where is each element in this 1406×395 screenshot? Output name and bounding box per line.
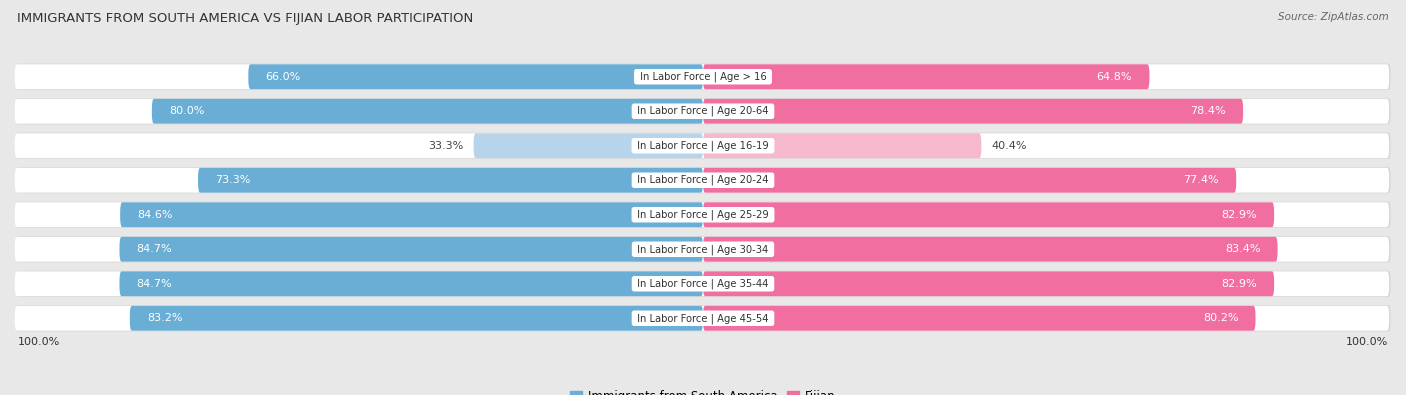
FancyBboxPatch shape [703,306,1256,331]
Text: 78.4%: 78.4% [1191,106,1226,116]
Legend: Immigrants from South America, Fijian: Immigrants from South America, Fijian [565,385,841,395]
Text: 77.4%: 77.4% [1184,175,1219,185]
FancyBboxPatch shape [15,133,1391,159]
Text: In Labor Force | Age 45-54: In Labor Force | Age 45-54 [634,313,772,324]
FancyBboxPatch shape [14,237,1389,261]
FancyBboxPatch shape [15,98,1391,124]
Text: 64.8%: 64.8% [1097,72,1132,82]
Text: In Labor Force | Age 20-64: In Labor Force | Age 20-64 [634,106,772,117]
FancyBboxPatch shape [15,64,1391,90]
FancyBboxPatch shape [120,271,703,296]
FancyBboxPatch shape [703,202,1274,227]
FancyBboxPatch shape [120,202,703,227]
FancyBboxPatch shape [249,64,703,89]
Text: 33.3%: 33.3% [427,141,463,151]
Text: 66.0%: 66.0% [266,72,301,82]
FancyBboxPatch shape [14,202,1389,227]
FancyBboxPatch shape [198,168,703,193]
Text: In Labor Force | Age 16-19: In Labor Force | Age 16-19 [634,141,772,151]
FancyBboxPatch shape [703,271,1274,296]
Text: In Labor Force | Age 20-24: In Labor Force | Age 20-24 [634,175,772,186]
FancyBboxPatch shape [14,271,1389,296]
FancyBboxPatch shape [14,99,1389,124]
FancyBboxPatch shape [703,99,1243,124]
Text: In Labor Force | Age 35-44: In Labor Force | Age 35-44 [634,278,772,289]
FancyBboxPatch shape [703,237,1278,261]
FancyBboxPatch shape [14,134,1389,158]
Text: 40.4%: 40.4% [991,141,1028,151]
FancyBboxPatch shape [703,134,981,158]
Text: 84.7%: 84.7% [136,279,173,289]
FancyBboxPatch shape [15,236,1391,262]
FancyBboxPatch shape [15,271,1391,297]
Text: In Labor Force | Age 25-29: In Labor Force | Age 25-29 [634,209,772,220]
Text: 80.2%: 80.2% [1202,313,1239,323]
FancyBboxPatch shape [15,305,1391,331]
Text: 100.0%: 100.0% [17,337,59,346]
FancyBboxPatch shape [14,64,1389,89]
Text: 84.6%: 84.6% [138,210,173,220]
Text: 100.0%: 100.0% [1347,337,1389,346]
Text: 83.4%: 83.4% [1225,244,1260,254]
Text: In Labor Force | Age 30-34: In Labor Force | Age 30-34 [634,244,772,254]
Text: 80.0%: 80.0% [169,106,204,116]
FancyBboxPatch shape [129,306,703,331]
FancyBboxPatch shape [703,64,1150,89]
FancyBboxPatch shape [14,306,1389,331]
Text: 84.7%: 84.7% [136,244,173,254]
Text: Source: ZipAtlas.com: Source: ZipAtlas.com [1278,12,1389,22]
Text: In Labor Force | Age > 16: In Labor Force | Age > 16 [637,71,769,82]
FancyBboxPatch shape [703,168,1236,193]
FancyBboxPatch shape [15,167,1391,194]
Text: 82.9%: 82.9% [1222,210,1257,220]
FancyBboxPatch shape [120,237,703,261]
FancyBboxPatch shape [474,134,703,158]
Text: 73.3%: 73.3% [215,175,250,185]
FancyBboxPatch shape [15,201,1391,228]
Text: IMMIGRANTS FROM SOUTH AMERICA VS FIJIAN LABOR PARTICIPATION: IMMIGRANTS FROM SOUTH AMERICA VS FIJIAN … [17,12,474,25]
Text: 82.9%: 82.9% [1222,279,1257,289]
FancyBboxPatch shape [152,99,703,124]
Text: 83.2%: 83.2% [148,313,183,323]
FancyBboxPatch shape [14,168,1389,193]
